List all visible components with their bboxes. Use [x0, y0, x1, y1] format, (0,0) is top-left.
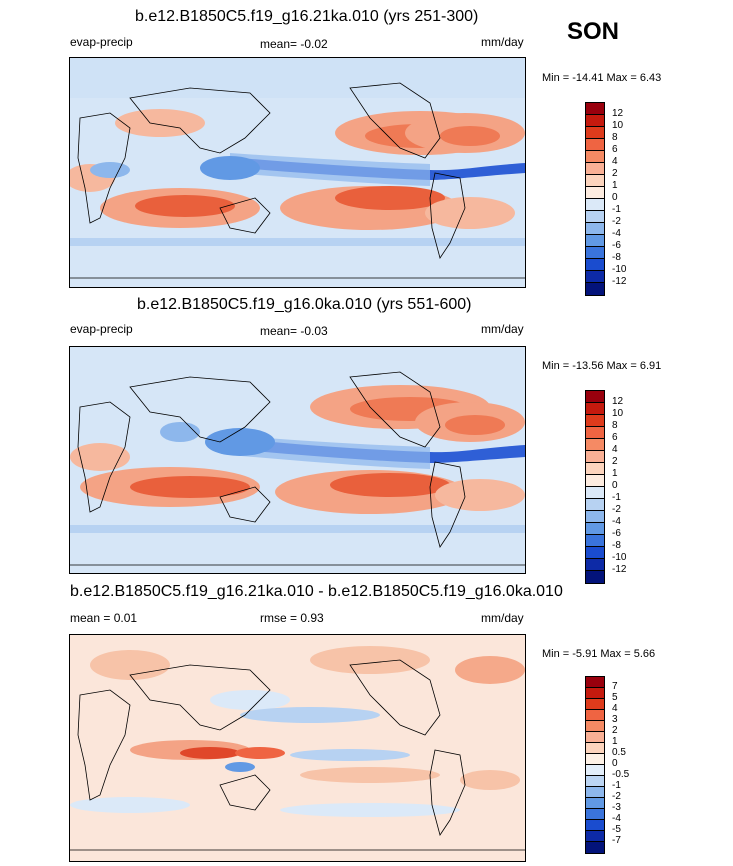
tick-label: 12	[612, 396, 624, 407]
panel-1-colorbar	[585, 102, 605, 296]
tick-label: -5	[612, 824, 621, 835]
panel-3-mean-label: mean = 0.01	[70, 611, 138, 625]
tick-label: -3	[612, 802, 621, 813]
tick-label: -8	[612, 252, 621, 263]
tick-label: -6	[612, 240, 621, 251]
tick-label: 2	[612, 725, 618, 736]
panel-1-title: b.e12.B1850C5.f19_g16.21ka.010 (yrs 251-…	[135, 8, 479, 25]
tick-label: 0	[612, 480, 618, 491]
tick-label: -1	[612, 780, 621, 791]
panel-2-title: b.e12.B1850C5.f19_g16.0ka.010 (yrs 551-6…	[137, 296, 472, 313]
panel-3-units-label: mm/day	[481, 611, 524, 625]
tick-label: -1	[612, 204, 621, 215]
tick-label: 0	[612, 758, 618, 769]
panel-3-colorbar	[585, 676, 605, 854]
panel-2-units-label: mm/day	[481, 322, 524, 336]
tick-label: 1	[612, 736, 618, 747]
tick-label: 7	[612, 681, 618, 692]
tick-label: -12	[612, 276, 627, 287]
panel-1-minmax: Min = -14.41 Max = 6.43	[542, 72, 662, 84]
panel-3-rmse-label: rmse = 0.93	[260, 611, 324, 625]
panel-3-title: b.e12.B1850C5.f19_g16.21ka.010 - b.e12.B…	[70, 583, 563, 600]
tick-label: -10	[612, 552, 627, 563]
tick-label: -2	[612, 216, 621, 227]
tick-label: 2	[612, 456, 618, 467]
tick-label: 4	[612, 444, 618, 455]
tick-label: 4	[612, 156, 618, 167]
panel-1-variable-label: evap-precip	[70, 35, 133, 49]
tick-label: 12	[612, 108, 624, 119]
panel-1-map	[69, 57, 526, 288]
tick-label: 2	[612, 168, 618, 179]
tick-label: 5	[612, 692, 618, 703]
tick-label: 1	[612, 468, 618, 479]
tick-label: 0.5	[612, 747, 626, 758]
tick-label: -0.5	[612, 769, 630, 780]
tick-label: -1	[612, 492, 621, 503]
tick-label: -4	[612, 813, 621, 824]
panel-2-variable-label: evap-precip	[70, 322, 133, 336]
panel-2-colorbar	[585, 390, 605, 584]
tick-label: 1	[612, 180, 618, 191]
tick-label: 3	[612, 714, 618, 725]
tick-label: -4	[612, 228, 621, 239]
panel-3-map	[69, 634, 526, 862]
tick-label: 4	[612, 703, 618, 714]
tick-label: -2	[612, 504, 621, 515]
tick-label: 10	[612, 408, 624, 419]
tick-label: 6	[612, 432, 618, 443]
season-label: SON	[567, 18, 620, 45]
panel-2-map	[69, 346, 526, 574]
tick-label: 6	[612, 144, 618, 155]
tick-label: -6	[612, 528, 621, 539]
tick-label: -4	[612, 516, 621, 527]
panel-3-minmax: Min = -5.91 Max = 5.66	[542, 648, 656, 660]
tick-label: -8	[612, 540, 621, 551]
tick-label: 0	[612, 192, 618, 203]
panel-2-mean-label: mean= -0.03	[260, 324, 328, 338]
tick-label: 8	[612, 132, 618, 143]
panel-1-units-label: mm/day	[481, 35, 524, 49]
panel-1-mean-label: mean= -0.02	[260, 37, 328, 51]
tick-label: -7	[612, 835, 621, 846]
tick-label: -10	[612, 264, 627, 275]
tick-label: -12	[612, 564, 627, 575]
tick-label: -2	[612, 791, 621, 802]
tick-label: 8	[612, 420, 618, 431]
tick-label: 10	[612, 120, 624, 131]
panel-2-minmax: Min = -13.56 Max = 6.91	[542, 360, 662, 372]
